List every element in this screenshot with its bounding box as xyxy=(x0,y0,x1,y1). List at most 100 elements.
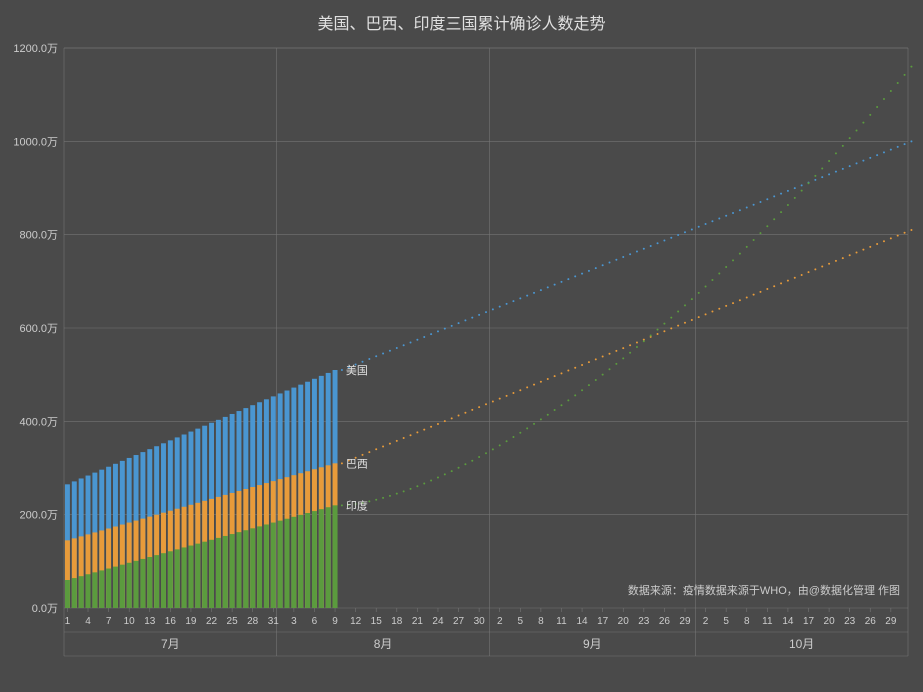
proj-dot-巴西 xyxy=(485,403,487,405)
proj-dot-巴西 xyxy=(506,395,508,397)
y-tick-label: 200.0万 xyxy=(19,510,58,522)
proj-dot-印度 xyxy=(711,279,713,281)
proj-dot-巴西 xyxy=(533,384,535,386)
proj-dot-巴西 xyxy=(732,302,734,304)
proj-dot-美国 xyxy=(718,217,720,219)
proj-dot-印度 xyxy=(698,292,700,294)
proj-dot-印度 xyxy=(499,444,501,446)
proj-dot-美国 xyxy=(602,264,604,266)
proj-dot-美国 xyxy=(814,179,816,181)
proj-dot-巴西 xyxy=(842,257,844,259)
x-day-label: 29 xyxy=(679,616,691,627)
proj-dot-巴西 xyxy=(897,235,899,237)
proj-dot-美国 xyxy=(540,289,542,291)
x-day-label: 29 xyxy=(885,616,897,627)
proj-dot-印度 xyxy=(423,482,425,484)
x-day-label: 31 xyxy=(268,616,280,627)
bar-印度 xyxy=(106,569,111,608)
proj-dot-印度 xyxy=(746,246,748,248)
y-tick-label: 400.0万 xyxy=(19,416,58,428)
x-day-label: 6 xyxy=(312,616,318,627)
proj-dot-巴西 xyxy=(567,370,569,372)
chart-svg: 0.0万200.0万400.0万600.0万800.0万1000.0万1200.… xyxy=(0,0,923,692)
proj-dot-印度 xyxy=(650,334,652,336)
proj-dot-印度 xyxy=(430,480,432,482)
proj-dot-印度 xyxy=(849,137,851,139)
chart-container: 美国、巴西、印度三国累计确诊人数走势 0.0万200.0万400.0万600.0… xyxy=(0,0,923,692)
bar-印度 xyxy=(182,547,187,608)
proj-dot-美国 xyxy=(458,322,460,324)
proj-dot-美国 xyxy=(842,168,844,170)
bar-印度 xyxy=(333,505,338,608)
proj-dot-美国 xyxy=(492,308,494,310)
proj-dot-美国 xyxy=(883,151,885,153)
bar-印度 xyxy=(79,576,84,608)
proj-dot-巴西 xyxy=(423,429,425,431)
proj-dot-印度 xyxy=(862,122,864,124)
proj-dot-巴西 xyxy=(794,277,796,279)
proj-dot-巴西 xyxy=(609,353,611,355)
proj-dot-巴西 xyxy=(341,462,343,464)
proj-dot-巴西 xyxy=(835,260,837,262)
proj-dot-巴西 xyxy=(622,347,624,349)
proj-dot-美国 xyxy=(663,240,665,242)
proj-dot-美国 xyxy=(910,140,912,142)
bar-印度 xyxy=(154,555,159,608)
proj-dot-美国 xyxy=(677,234,679,236)
proj-dot-美国 xyxy=(684,231,686,233)
proj-dot-美国 xyxy=(828,173,830,175)
bar-印度 xyxy=(127,563,132,608)
proj-dot-巴西 xyxy=(430,426,432,428)
x-day-label: 14 xyxy=(782,616,794,627)
bar-印度 xyxy=(147,557,152,608)
proj-dot-美国 xyxy=(801,184,803,186)
proj-dot-美国 xyxy=(547,286,549,288)
proj-dot-巴西 xyxy=(554,375,556,377)
proj-dot-巴西 xyxy=(663,330,665,332)
proj-dot-巴西 xyxy=(444,420,446,422)
proj-dot-印度 xyxy=(382,497,384,499)
proj-dot-美国 xyxy=(787,190,789,192)
x-day-label: 11 xyxy=(762,616,773,627)
proj-dot-美国 xyxy=(746,206,748,208)
proj-dot-巴西 xyxy=(512,392,514,394)
proj-dot-印度 xyxy=(458,467,460,469)
x-day-label: 26 xyxy=(865,616,877,627)
x-day-label: 28 xyxy=(247,616,259,627)
proj-dot-美国 xyxy=(773,195,775,197)
proj-dot-巴西 xyxy=(519,389,521,391)
x-day-label: 24 xyxy=(432,616,444,627)
proj-dot-巴西 xyxy=(677,325,679,327)
proj-dot-巴西 xyxy=(615,350,617,352)
proj-dot-巴西 xyxy=(746,296,748,298)
y-tick-label: 1000.0万 xyxy=(13,136,58,148)
proj-dot-美国 xyxy=(341,369,343,371)
y-tick-label: 0.0万 xyxy=(32,603,58,615)
proj-dot-巴西 xyxy=(375,448,377,450)
proj-dot-美国 xyxy=(780,193,782,195)
proj-dot-巴西 xyxy=(725,305,727,307)
proj-dot-美国 xyxy=(416,339,418,341)
bar-印度 xyxy=(202,542,207,608)
x-day-label: 10 xyxy=(124,616,136,627)
bar-印度 xyxy=(223,536,228,608)
proj-dot-美国 xyxy=(512,300,514,302)
proj-dot-美国 xyxy=(622,256,624,258)
proj-dot-巴西 xyxy=(801,274,803,276)
bar-印度 xyxy=(291,517,296,608)
x-day-label: 2 xyxy=(497,616,503,627)
proj-dot-美国 xyxy=(711,220,713,222)
proj-dot-巴西 xyxy=(595,358,597,360)
series-label: 美国 xyxy=(346,364,368,377)
proj-dot-美国 xyxy=(506,303,508,305)
proj-dot-印度 xyxy=(451,470,453,472)
bar-印度 xyxy=(168,551,173,608)
proj-dot-巴西 xyxy=(684,322,686,324)
proj-dot-美国 xyxy=(444,328,446,330)
proj-dot-美国 xyxy=(595,267,597,269)
proj-dot-美国 xyxy=(904,143,906,145)
proj-dot-巴西 xyxy=(492,400,494,402)
proj-dot-印度 xyxy=(485,452,487,454)
proj-dot-印度 xyxy=(492,448,494,450)
x-month-label: 9月 xyxy=(583,637,602,651)
